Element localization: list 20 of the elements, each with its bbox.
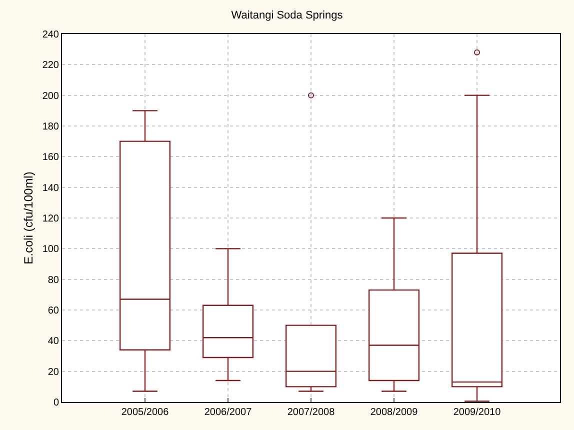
y-tick-label: 0 — [53, 398, 60, 408]
y-tick-label: 60 — [48, 306, 60, 316]
y-tick-label: 220 — [42, 60, 60, 72]
x-tick-label: 2009/2010 — [453, 407, 502, 418]
y-tick-label: 20 — [48, 366, 60, 378]
y-tick-label: 240 — [42, 30, 60, 40]
chart-title: Waitangi Soda Springs — [231, 9, 344, 22]
x-tick-label: 2008/2009 — [370, 407, 418, 418]
y-tick-label: 80 — [48, 274, 60, 286]
y-tick-label: 140 — [42, 182, 60, 194]
y-tick-label: 180 — [42, 122, 60, 132]
x-tick-label: 2007/2008 — [287, 407, 336, 418]
y-tick-label: 100 — [42, 244, 60, 256]
x-tick-label: 2005/2006 — [121, 407, 170, 418]
x-tick-label: 2006/2007 — [204, 407, 252, 418]
y-tick-label: 160 — [42, 152, 60, 164]
y-tick-label: 40 — [48, 336, 60, 348]
y-tick-label: 120 — [42, 214, 60, 224]
y-axis-title: E.coli (cfu/100ml) — [22, 172, 36, 264]
y-tick-label: 200 — [42, 90, 60, 102]
